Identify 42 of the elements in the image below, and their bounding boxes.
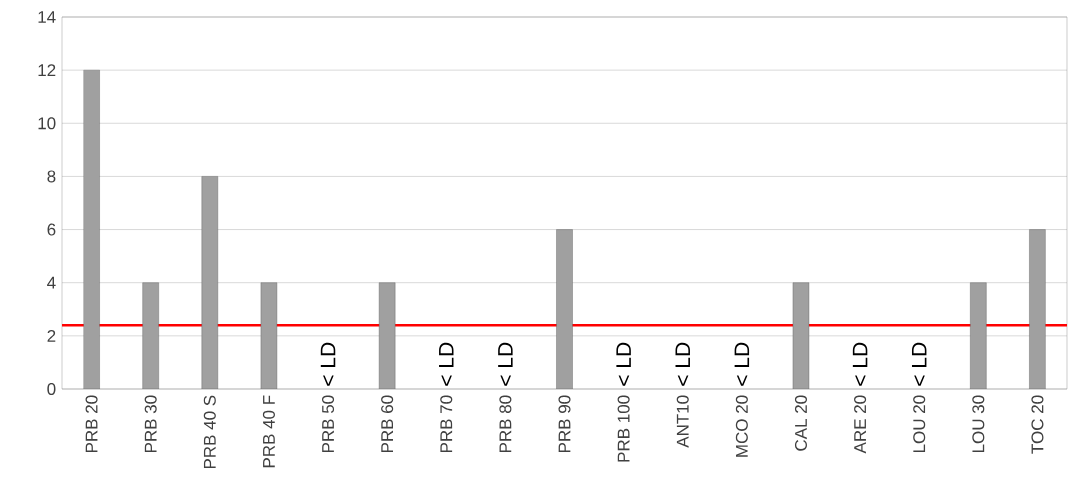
bar <box>378 282 396 389</box>
bar <box>556 229 573 389</box>
x-tick-label: PRB 70 <box>440 395 453 453</box>
y-tick-label: 14 <box>38 11 56 23</box>
y-tick-label: 8 <box>47 170 56 183</box>
y-tick-label: 0 <box>47 382 56 396</box>
text: < LD <box>439 342 454 386</box>
x-tick-label: PRB 60 <box>381 395 394 453</box>
y-tick-label: 4 <box>47 276 56 289</box>
x-tick-label: CAL 20 <box>794 395 807 451</box>
x-tick-label: TOC 20 <box>1031 395 1044 454</box>
x-tick-label: PRB 50 <box>322 395 335 453</box>
text: < LD <box>675 342 690 386</box>
y-tick-label: 6 <box>47 223 56 236</box>
y-tick-label: 12 <box>38 64 56 77</box>
text: < LD <box>498 342 513 386</box>
bar <box>201 176 218 389</box>
x-tick-label: PRB 100 <box>617 395 630 462</box>
y-tick-label: 2 <box>47 329 56 342</box>
text: < LD <box>320 342 336 386</box>
x-tick-label: ARE 20 <box>854 395 867 454</box>
x-tick-label: PRB 20 <box>85 395 98 453</box>
x-tick-label: PRB 90 <box>558 395 571 453</box>
x-tick-label: PRB 40 F <box>262 395 275 468</box>
bar <box>260 282 278 389</box>
bar <box>970 282 987 389</box>
bar <box>83 69 100 389</box>
x-tick-label: LOU 20 <box>913 395 926 453</box>
bar <box>142 282 159 389</box>
bar <box>1029 229 1046 389</box>
y-tick-label: 10 <box>38 117 56 130</box>
text: < LD <box>734 342 750 386</box>
x-tick-label: PRB 80 <box>499 395 512 453</box>
text: < LD <box>911 342 927 386</box>
x-tick-label: PRB 30 <box>144 395 157 453</box>
x-tick-label: ANT10 <box>676 395 689 448</box>
x-tick-label: PRB 40 S <box>203 395 216 469</box>
text: < LD <box>852 342 868 386</box>
x-tick-label: LOU 30 <box>972 395 985 453</box>
bar <box>792 282 810 389</box>
text: < LD <box>616 342 631 386</box>
x-tick-label: MCO 20 <box>735 395 748 457</box>
